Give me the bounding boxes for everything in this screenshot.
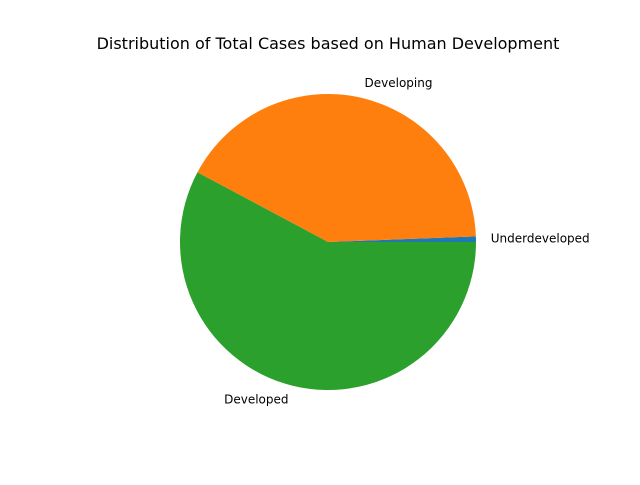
pie-slices: [180, 93, 477, 390]
pie-label-developed: Developed: [224, 392, 288, 406]
chart-title: Distribution of Total Cases based on Hum…: [97, 34, 560, 53]
pie-slice-developed: [180, 172, 477, 390]
pie-label-underdeveloped: Underdeveloped: [491, 231, 590, 245]
pie-slice-developing: [197, 93, 476, 242]
pie-labels: Underdeveloped Developing Developed: [224, 76, 590, 407]
pie-slice-underdeveloped: [328, 236, 476, 242]
pie-label-developing: Developing: [365, 76, 433, 90]
